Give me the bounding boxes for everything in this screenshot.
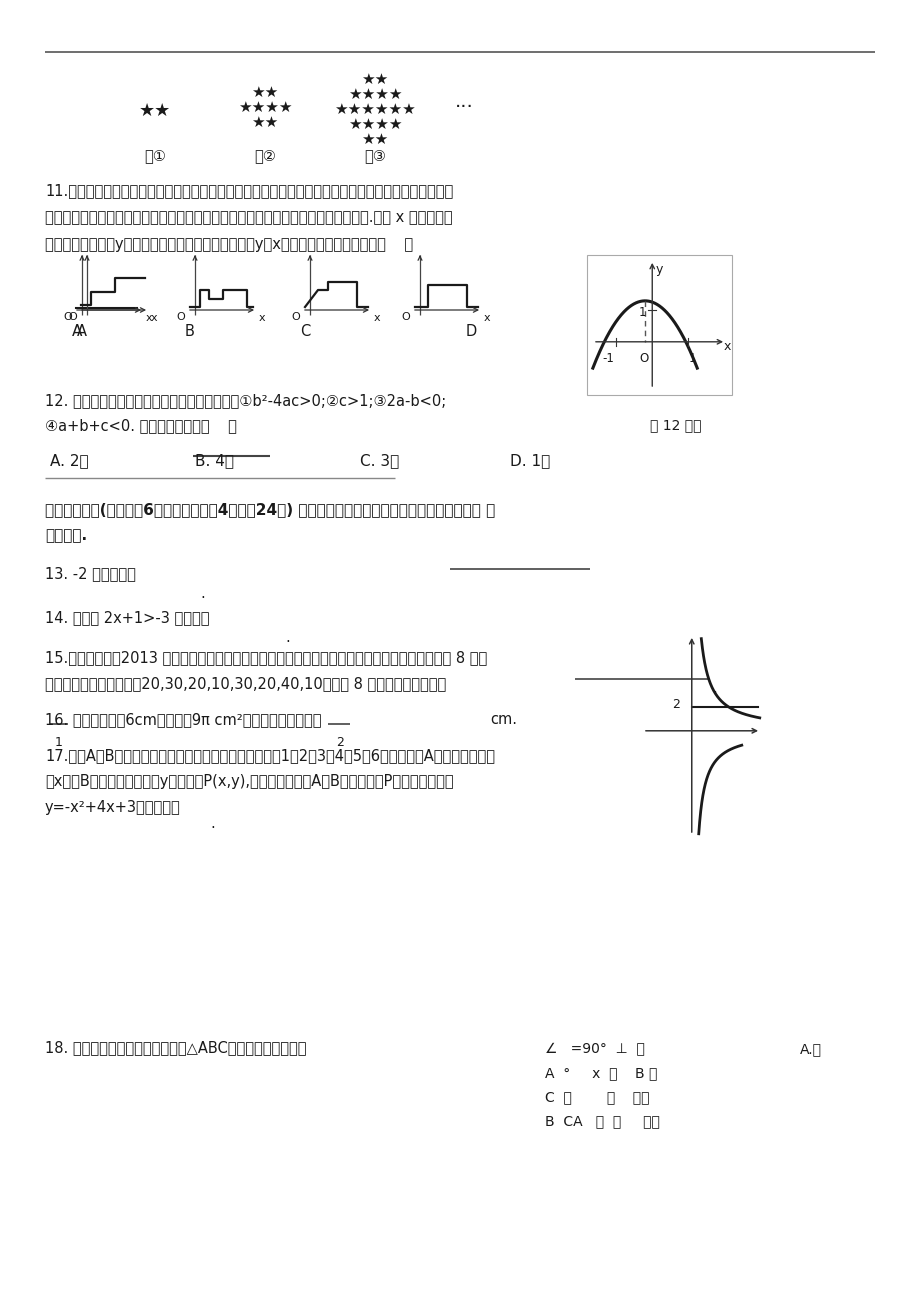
Text: 18. 如图，在平面直角坐标系中，△ABC是等腰直角三角形，: 18. 如图，在平面直角坐标系中，△ABC是等腰直角三角形， xyxy=(45,1040,306,1055)
Text: A: A xyxy=(72,324,83,339)
Text: ④a+b+c<0. 你认为正确的有（    ）: ④a+b+c<0. 你认为正确的有（ ） xyxy=(45,418,236,434)
Text: .: . xyxy=(210,816,214,831)
Text: O: O xyxy=(401,312,410,322)
Text: 17.现有A、B两枚均匀的正方体骰子（每个面上分别标有1、2、3、4、5、6），小明掷A骰子朝上的数字: 17.现有A、B两枚均匀的正方体骰子（每个面上分别标有1、2、3、4、5、6），… xyxy=(45,749,494,763)
Text: 图②: 图② xyxy=(254,148,276,163)
Text: x: x xyxy=(146,312,153,323)
Text: .: . xyxy=(285,630,289,644)
Text: ★★★★★★: ★★★★★★ xyxy=(334,102,415,117)
Text: D. 1个: D. 1个 xyxy=(509,453,550,467)
Text: 15.《感动中国》2013 年度人物颁奖典礼播出后，巫溪妈妈姚厚芝不断收到爱心捐款，某班某小组 8 名同: 15.《感动中国》2013 年度人物颁奖典礼播出后，巫溪妈妈姚厚芝不断收到爱心捐… xyxy=(45,650,487,665)
Text: 为x，掷B骰子朝上的数字为y来确定点P(x,y),则小明各掷一次A、B所确定的点P落在已知抛物线: 为x，掷B骰子朝上的数字为y来确定点P(x,y),则小明各掷一次A、B所确定的点… xyxy=(45,773,453,789)
Text: .: . xyxy=(711,681,716,697)
Text: C: C xyxy=(300,324,310,339)
Text: 学自发捐款，金额如下：20,30,20,10,30,20,40,10，则这 8 名同学捐款的纵数是: 学自发捐款，金额如下：20,30,20,10,30,20,40,10，则这 8 … xyxy=(45,676,446,691)
Text: .: . xyxy=(199,586,205,602)
Text: D: D xyxy=(465,324,476,339)
Text: x: x xyxy=(483,312,490,323)
Text: C. 3个: C. 3个 xyxy=(359,453,399,467)
Text: ★★★★: ★★★★ xyxy=(237,100,292,115)
Text: A. 2个: A. 2个 xyxy=(50,453,88,467)
Bar xyxy=(586,255,732,395)
Text: x: x xyxy=(723,340,731,353)
Text: x: x xyxy=(374,312,380,323)
Text: A: A xyxy=(77,324,87,339)
Text: ★★★★: ★★★★ xyxy=(347,117,402,132)
Text: y: y xyxy=(654,263,662,276)
Text: cm.: cm. xyxy=(490,712,516,727)
Text: O: O xyxy=(68,312,77,322)
Text: y=-x²+4x+3上的概率是: y=-x²+4x+3上的概率是 xyxy=(45,799,180,815)
Text: 2: 2 xyxy=(335,736,344,749)
Text: -1: -1 xyxy=(602,352,614,365)
Text: 13. -2 的相反数是: 13. -2 的相反数是 xyxy=(45,566,136,581)
Text: 14. 不等式 2x+1>-3 的解集是: 14. 不等式 2x+1>-3 的解集是 xyxy=(45,611,210,625)
Text: 1: 1 xyxy=(638,306,645,319)
Text: 11.清明节假期的某天，小米骑车从家出发前往革命烈士陵园扫墓，行驶一段时间后，因车子出现问题，: 11.清明节假期的某天，小米骑车从家出发前往革命烈士陵园扫墓，行驶一段时间后，因… xyxy=(45,184,453,198)
Text: B. 4个: B. 4个 xyxy=(195,453,233,467)
Text: ★★: ★★ xyxy=(361,72,388,87)
Text: ★★: ★★ xyxy=(251,85,278,100)
Text: x: x xyxy=(259,312,266,323)
Text: O: O xyxy=(63,312,72,322)
Text: ★★: ★★ xyxy=(361,132,388,147)
Text: O: O xyxy=(639,352,648,365)
Text: ∠   =90°  ⊥  ，: ∠ =90° ⊥ ， xyxy=(544,1042,644,1056)
Text: 图①: 图① xyxy=(144,148,165,163)
Text: B  CA   轴  为     例函: B CA 轴 为 例函 xyxy=(544,1115,659,1128)
Text: 图③: 图③ xyxy=(364,148,385,163)
Text: 1: 1 xyxy=(687,352,695,365)
Text: A.点: A.点 xyxy=(800,1042,821,1056)
Text: 家出发后的时间，y表示小米离家的距离，下面能反映y与x的函数关系的大致图象是（    ）: 家出发后的时间，y表示小米离家的距离，下面能反映y与x的函数关系的大致图象是（ … xyxy=(45,237,413,253)
Text: 16. 若扇形半径为6cm，面积为9π cm²，则该扇形的弧长为: 16. 若扇形半径为6cm，面积为9π cm²，则该扇形的弧长为 xyxy=(45,712,321,727)
Text: ★★★★: ★★★★ xyxy=(347,87,402,102)
Text: x: x xyxy=(151,312,157,323)
Text: ···: ··· xyxy=(455,98,473,117)
Text: O: O xyxy=(291,312,300,322)
Text: ★★: ★★ xyxy=(139,102,171,120)
Text: ★★: ★★ xyxy=(251,115,278,130)
Text: B: B xyxy=(185,324,195,339)
Text: 第 12 题图: 第 12 题图 xyxy=(650,418,701,432)
Text: 途中耽搁了一段时间，车子修好后，加速前行，到达烈士陵园扫完墓后匀速骑车回家.其中 x 表示小米从: 途中耽搁了一段时间，车子修好后，加速前行，到达烈士陵园扫完墓后匀速骑车回家.其中… xyxy=(45,210,452,225)
Text: 1: 1 xyxy=(55,736,62,749)
Text: 二、填空题：(本大题共6个小题，每小题4分，共24分) 在每个小题中，请将正确答案填写在答题卡相 应: 二、填空题：(本大题共6个小题，每小题4分，共24分) 在每个小题中，请将正确答… xyxy=(45,503,494,517)
Text: 的横线上.: 的横线上. xyxy=(45,529,87,543)
Text: A  °     x  垂    B 在: A ° x 垂 B 在 xyxy=(544,1066,657,1079)
Text: O: O xyxy=(176,312,185,322)
Text: C  ，        足    反比: C ， 足 反比 xyxy=(544,1090,649,1104)
Text: 2: 2 xyxy=(671,698,679,711)
Text: 12. 如图所示的二次函数图象，以下四个结论：①b²-4ac>0;②c>1;③2a-b<0;: 12. 如图所示的二次函数图象，以下四个结论：①b²-4ac>0;②c>1;③2… xyxy=(45,393,446,408)
